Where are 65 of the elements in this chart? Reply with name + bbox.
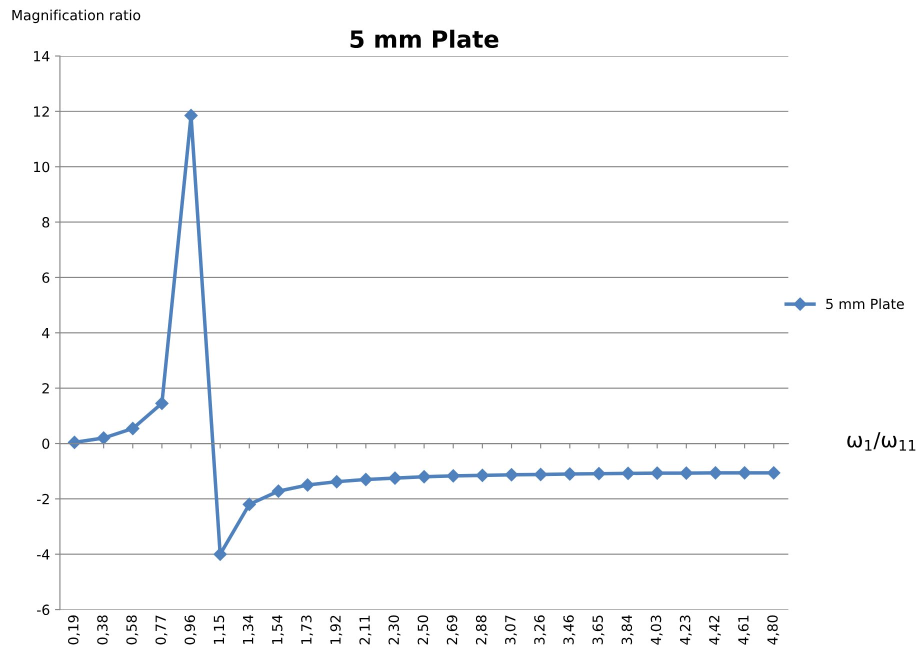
y-tick-label: 10 [34, 162, 50, 172]
chart-title: 5 mm Plate [350, 30, 498, 48]
y-tick-label: 4 [42, 328, 50, 338]
x-tick-label: 2,88 [476, 615, 488, 644]
point [300, 478, 314, 492]
point [184, 108, 198, 122]
point [563, 467, 576, 481]
point [621, 466, 635, 480]
y-tick-label: 8 [42, 217, 50, 228]
point [680, 466, 693, 480]
x-tick-label: 0,38 [97, 615, 110, 644]
y-tick-label: -6 [37, 604, 50, 616]
point [650, 466, 664, 480]
x-tick-label: 0,77 [155, 616, 168, 644]
point [504, 468, 518, 482]
x-tick-label: 1,54 [272, 615, 284, 644]
point [708, 466, 722, 480]
x-tick-label: 4,61 [738, 616, 750, 645]
y-tick-label: 6 [42, 272, 50, 283]
y-tick-label: 12 [34, 106, 49, 117]
x-tick-label: 0,19 [68, 615, 80, 644]
x-tick-label: 3,26 [534, 615, 546, 644]
x-tick-label: 4,42 [708, 616, 721, 645]
point [97, 431, 110, 445]
x-tick-label: 4,03 [650, 616, 663, 645]
y-tick-label: 2 [42, 383, 49, 394]
x-tick-label: 1,34 [242, 615, 255, 644]
point [476, 468, 489, 482]
point [767, 466, 780, 480]
x-tick-label: 2,69 [446, 615, 459, 644]
y-tick-label: 0 [42, 438, 50, 449]
point [330, 475, 344, 488]
x-tick-label: 4,23 [680, 616, 692, 645]
point [242, 498, 256, 511]
x-tick-label: 3,65 [592, 616, 604, 644]
x-tick-label: 0,58 [126, 615, 138, 644]
x-tick-label: 3,46 [563, 615, 576, 644]
point [272, 484, 286, 498]
y-tick-label: -4 [37, 549, 50, 560]
x-axis-title: ω$_{1}$/ω$_{11}$ [847, 432, 916, 451]
legend-label: 5 mm Plate [826, 298, 904, 310]
x-tick-label: 1,73 [301, 616, 314, 644]
point [126, 422, 140, 436]
point [592, 467, 606, 480]
point [359, 472, 372, 486]
x-tick-label: 2,50 [418, 615, 430, 644]
point [418, 470, 431, 484]
y-axis-title: Magnification ratio [12, 10, 140, 24]
x-tick-label: 4,80 [767, 615, 780, 645]
y-tick-label: -2 [37, 494, 49, 504]
x-tick-label: 3,07 [505, 616, 517, 644]
point [68, 436, 82, 449]
x-tick-label: 2,11 [359, 616, 372, 644]
point [214, 548, 227, 561]
x-tick-label: 0,96 [184, 615, 196, 644]
y-tick-label: 14 [34, 51, 50, 62]
x-tick-label: 3,84 [622, 615, 634, 644]
point [738, 466, 752, 480]
point [155, 396, 168, 410]
x-tick-label: 2,30 [388, 615, 400, 644]
point [446, 469, 460, 482]
x-tick-label: 1,92 [330, 616, 342, 644]
point [534, 468, 548, 482]
x-tick-label: 1,15 [214, 616, 226, 644]
point [388, 472, 402, 485]
